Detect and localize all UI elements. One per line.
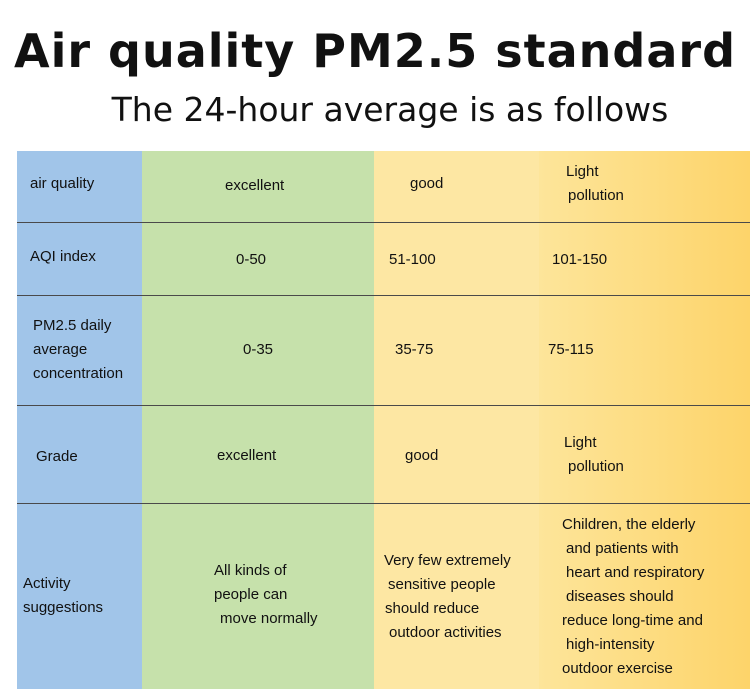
row-label-air-quality: air quality — [30, 175, 95, 192]
cell-pm25-good: 35-75 — [395, 341, 434, 358]
row-divider — [17, 222, 750, 223]
cell-activity-good-line4: outdoor activities — [389, 624, 502, 641]
cell-activity-good-line2: sensitive people — [388, 576, 496, 593]
column-good — [374, 151, 539, 689]
column-light-pollution — [539, 151, 750, 689]
cell-grade-light-line1: Light — [564, 434, 597, 451]
cell-air-quality-good: good — [410, 175, 444, 192]
row-label-activity-line2: suggestions — [23, 599, 104, 616]
row-divider — [17, 405, 750, 406]
cell-air-quality-light-line1: Light — [566, 163, 599, 180]
pm25-standard-table: air quality excellent good Light polluti… — [17, 151, 750, 689]
page-subtitle: The 24-hour average is as follows — [111, 90, 669, 129]
column-category — [17, 151, 142, 689]
row-label-activity-line1: Activity — [23, 575, 71, 592]
row-label-pm25-line1: PM2.5 daily — [33, 317, 112, 334]
row-label-pm25-line2: average — [33, 341, 88, 358]
cell-activity-light-line6: high-intensity — [566, 636, 655, 653]
cell-aqi-good: 51-100 — [389, 251, 436, 268]
cell-aqi-excellent: 0-50 — [236, 251, 267, 268]
page-title: Air quality PM2.5 standard — [13, 24, 737, 78]
cell-grade-good: good — [405, 447, 439, 464]
cell-pm25-light: 75-115 — [548, 341, 594, 358]
row-label-pm25-line3: concentration — [33, 365, 124, 382]
cell-air-quality-light-line2: pollution — [568, 187, 624, 204]
cell-air-quality-excellent: excellent — [225, 177, 285, 194]
row-label-grade: Grade — [36, 448, 78, 465]
cell-activity-excellent-line1: All kinds of — [214, 562, 287, 579]
row-label-aqi: AQI index — [30, 248, 96, 265]
cell-activity-excellent-line3: move normally — [220, 610, 318, 627]
column-excellent — [142, 151, 374, 689]
cell-activity-light-line7: outdoor exercise — [562, 660, 673, 677]
cell-grade-light-line2: pollution — [568, 458, 624, 475]
cell-activity-light-line5: reduce long-time and — [562, 612, 703, 629]
cell-activity-excellent-line2: people can — [214, 586, 288, 603]
cell-activity-light-line3: heart and respiratory — [566, 564, 705, 581]
cell-pm25-excellent: 0-35 — [243, 341, 274, 358]
row-divider — [17, 295, 750, 296]
cell-activity-light-line4: diseases should — [566, 588, 674, 605]
cell-grade-excellent: excellent — [217, 447, 277, 464]
cell-activity-good-line3: should reduce — [385, 600, 480, 617]
cell-activity-light-line2: and patients with — [566, 540, 679, 557]
cell-activity-light-line1: Children, the elderly — [562, 516, 696, 533]
cell-activity-good-line1: Very few extremely — [384, 552, 511, 569]
row-divider — [17, 503, 750, 504]
cell-aqi-light: 101-150 — [552, 251, 608, 268]
